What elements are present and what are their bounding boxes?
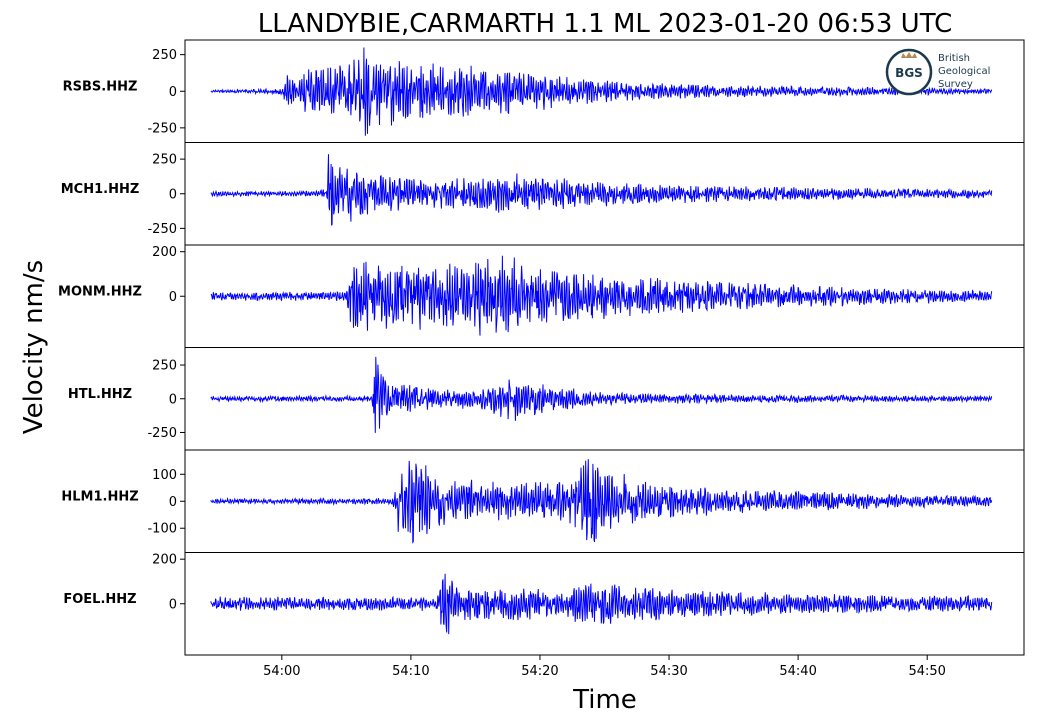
waveform-htl-hhz: [210, 356, 993, 433]
y-tick-label: 250: [152, 359, 177, 374]
panel-htl-hhz: 250 0 -250 HTL.HHZ: [68, 347, 1025, 451]
x-tick-label: 54:10: [392, 664, 429, 679]
waveform-rsbs-hhz: [210, 47, 993, 136]
station-label: FOEL.HHZ: [63, 592, 136, 607]
x-tick-label: 54:40: [779, 664, 816, 679]
waveform-hlm1-hhz: [210, 459, 993, 544]
station-label: HTL.HHZ: [68, 387, 132, 402]
x-axis: 54:00 54:10 54:20 54:30 54:40 54:50: [263, 655, 946, 679]
waveform-foel-hhz: [210, 573, 993, 635]
y-tick-label: -250: [147, 222, 177, 237]
station-label: RSBS.HHZ: [63, 79, 138, 94]
panel-monm-hhz: 200 0 MONM.HHZ: [58, 244, 1025, 348]
y-tick-label: 250: [152, 48, 177, 63]
panels: 250 0 -250 RSBS.HHZ 250 0 -250 MCH1.HHZ 200 0 MONM…: [58, 39, 1025, 656]
crown-icon: [901, 52, 917, 58]
y-tick-label: 200: [152, 553, 177, 568]
y-tick-label: 100: [152, 468, 177, 483]
panel-foel-hhz: 200 0 FOEL.HHZ: [63, 552, 1025, 656]
station-label: MONM.HHZ: [58, 284, 142, 299]
y-tick-label: -250: [147, 426, 177, 441]
bgs-logo-line3: Survey: [938, 79, 973, 90]
waveform-monm-hhz: [210, 255, 993, 336]
bgs-logo-line2: Geological: [938, 66, 990, 77]
y-tick-label: -250: [147, 121, 177, 136]
bgs-logo-mark: BGS: [895, 66, 923, 80]
x-tick-label: 54:30: [650, 664, 687, 679]
x-axis-label: Time: [572, 685, 637, 715]
x-tick-label: 54:20: [521, 664, 558, 679]
chart-title: LLANDYBIE,CARMARTH 1.1 ML 2023-01-20 06:…: [258, 9, 952, 39]
panel-rsbs-hhz: 250 0 -250 RSBS.HHZ: [63, 39, 1025, 143]
y-tick-label: 0: [169, 597, 177, 612]
bgs-logo-line1: British: [938, 53, 970, 64]
station-label: MCH1.HHZ: [61, 182, 140, 197]
y-tick-label: 0: [169, 187, 177, 202]
bgs-logo-ring: [885, 48, 933, 96]
y-tick-label: 0: [169, 290, 177, 305]
y-axis-label: Velocity nm/s: [19, 260, 49, 434]
panel-hlm1-hhz: 100 0 -100 HLM1.HHZ: [61, 449, 1025, 553]
y-tick-label: 0: [169, 85, 177, 100]
waveform-mch1-hhz: [210, 154, 993, 226]
y-tick-label: 250: [152, 153, 177, 168]
y-tick-label: -100: [147, 522, 177, 537]
x-tick-label: 54:00: [263, 664, 300, 679]
y-tick-label: 0: [169, 495, 177, 510]
station-label: HLM1.HHZ: [61, 489, 138, 504]
x-tick-label: 54:50: [908, 664, 945, 679]
y-tick-label: 200: [152, 245, 177, 260]
bgs-logo: BGS British Geological Survey: [885, 48, 990, 96]
panel-mch1-hhz: 250 0 -250 MCH1.HHZ: [61, 142, 1025, 246]
y-tick-label: 0: [169, 392, 177, 407]
